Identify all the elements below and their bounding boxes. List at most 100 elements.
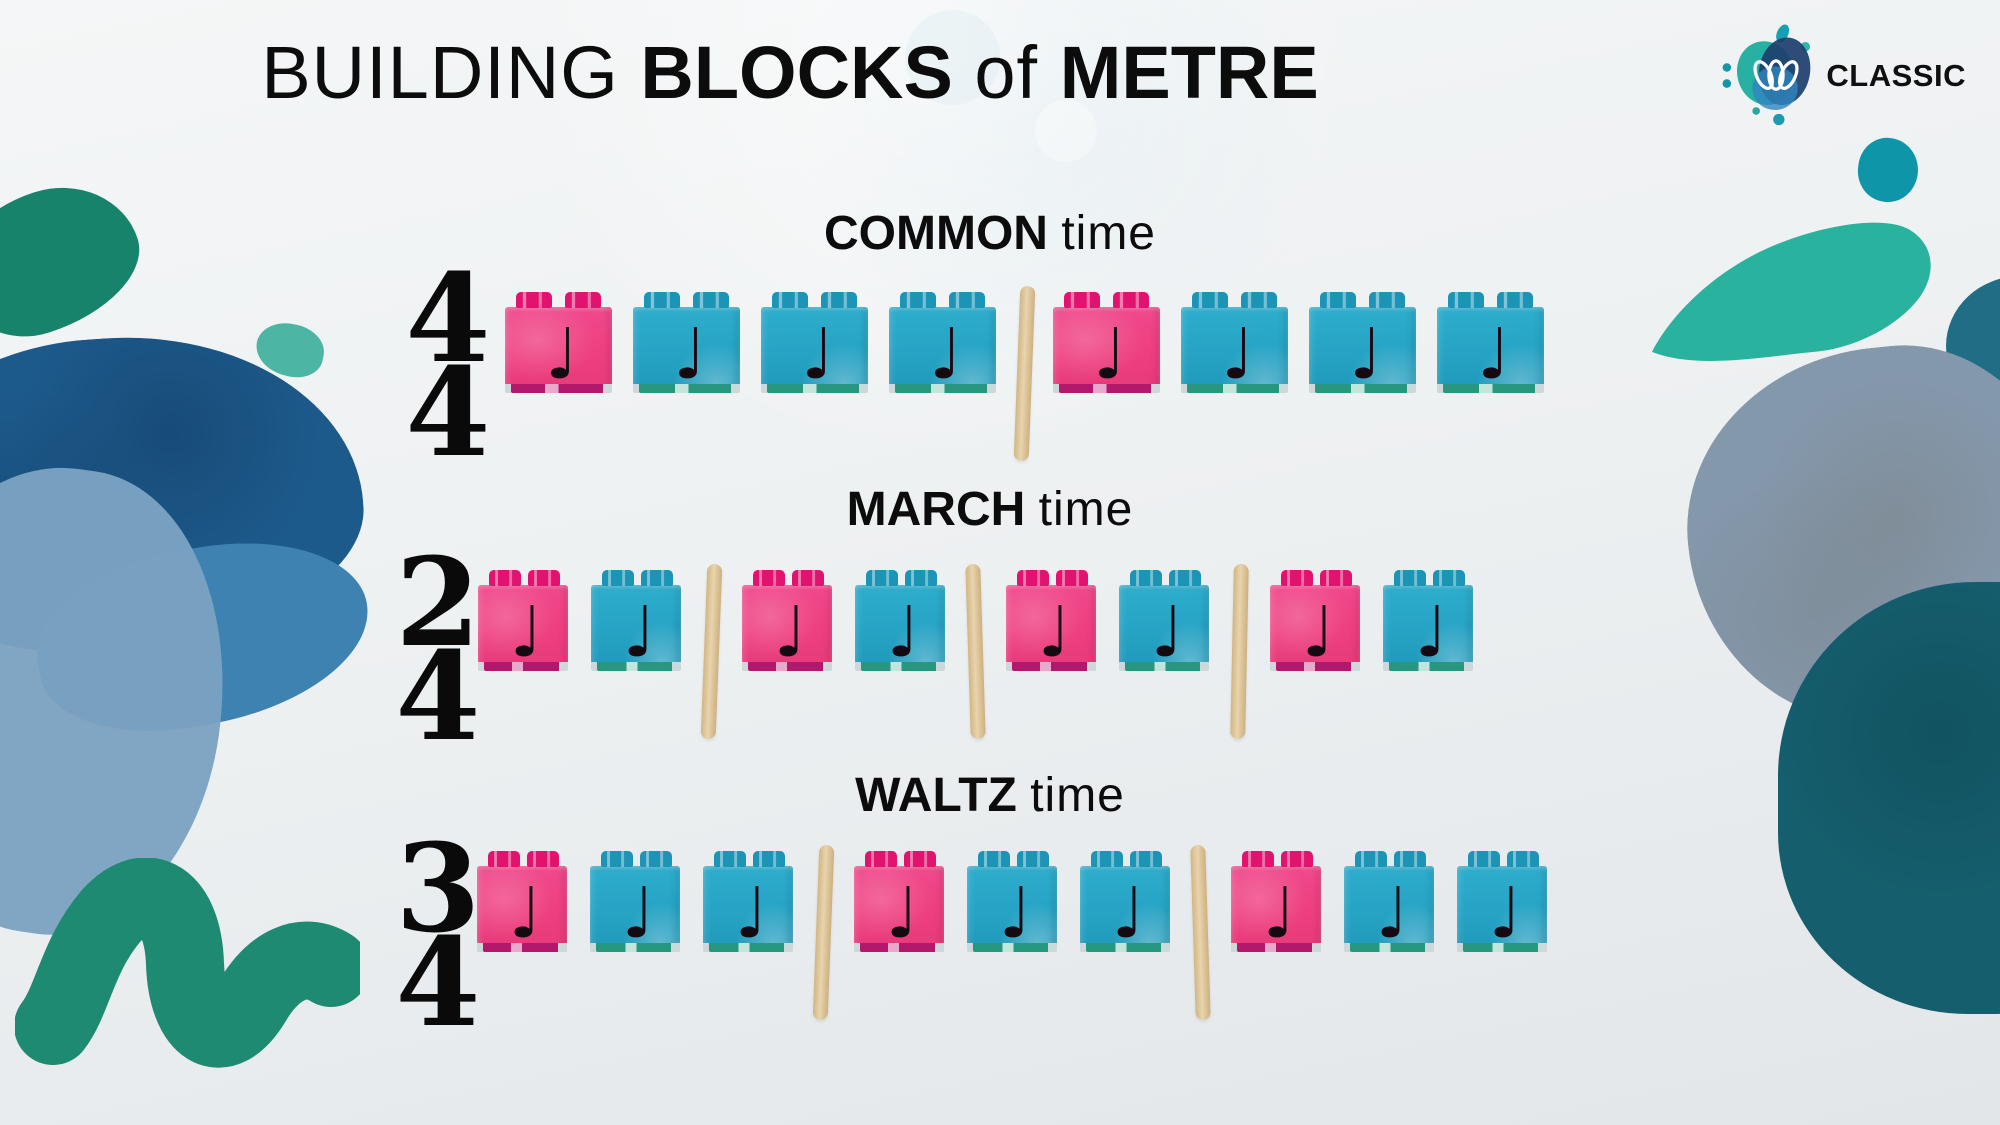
quarter-note-icon: ♩ (1111, 872, 1145, 954)
brick-base (1276, 662, 1354, 671)
watercolor-blob-green-left (0, 166, 157, 356)
beat-brick-pink: ♩ (1006, 570, 1096, 673)
quarter-note-icon: ♩ (508, 872, 542, 954)
brick-stud (1113, 292, 1149, 308)
brick-stud (1017, 851, 1049, 867)
brick-stud (1394, 570, 1426, 586)
page-title: BUILDING BLOCKS of METRE (230, 30, 1350, 115)
brick-base (1389, 662, 1467, 671)
beat-brick-blue: ♩ (967, 851, 1057, 952)
quarter-note-icon: ♩ (1037, 591, 1071, 673)
brick-base (1463, 943, 1541, 952)
brick-stud (772, 292, 808, 308)
quarter-note-icon: ♩ (773, 591, 807, 673)
beat-brick-blue: ♩ (590, 851, 680, 952)
heading-light-text: time (1038, 483, 1134, 536)
brick-base (596, 943, 674, 952)
brick-row-waltz: ♩ ♩ ♩ ♩ ♩ ♩ ♩ ♩ ♩ (477, 844, 1547, 1021)
beat-brick-pink: ♩ (1270, 570, 1360, 673)
barline-stick (1013, 285, 1036, 462)
heading-bold-text: MARCH (846, 483, 1026, 536)
brick-base (1012, 662, 1090, 671)
beat-brick-blue: ♩ (889, 292, 996, 395)
section-heading-waltz: WALTZ time (400, 768, 1580, 823)
heading-light-text: time (1061, 207, 1156, 260)
quarter-note-icon: ♩ (801, 313, 835, 395)
beat-brick-pink: ♩ (742, 570, 832, 673)
brick-base (861, 662, 939, 671)
brick-stud (949, 292, 985, 308)
brick-base (1086, 943, 1164, 952)
beat-brick-pink: ♩ (505, 292, 612, 393)
abc-logo-mark-icon (1723, 24, 1811, 126)
brick-stud (1394, 851, 1426, 867)
abc-classic-wordmark: CLASSIC (1826, 58, 1966, 93)
time-signature-2-4: 2 4 (390, 530, 486, 757)
heading-bold-text: WALTZ (855, 769, 1017, 822)
quarter-note-icon: ♩ (1262, 872, 1296, 954)
quarter-note-icon: ♩ (1221, 313, 1255, 395)
brick-base (1443, 384, 1538, 393)
quarter-note-icon: ♩ (1488, 872, 1522, 954)
time-signature-4-4: 4 4 (400, 246, 496, 473)
quarter-note-icon: ♩ (1349, 313, 1383, 395)
barline-stick (1190, 844, 1211, 1021)
brick-base (1350, 943, 1428, 952)
brick-stud (866, 570, 898, 586)
brick-stud (602, 570, 634, 586)
brick-stud (865, 851, 897, 867)
time-signature-denominator: 4 (395, 909, 481, 1054)
brick-base (860, 943, 938, 952)
brick-stud (978, 851, 1010, 867)
brick-stud (1064, 292, 1100, 308)
beat-brick-pink: ♩ (477, 851, 567, 954)
brick-stud (601, 851, 633, 867)
section-heading-march: MARCH time (400, 482, 1580, 537)
brick-row-march: ♩ ♩ ♩ ♩ ♩ ♩ ♩ ♩ (478, 563, 1473, 740)
brick-stud (1497, 292, 1533, 308)
quarter-note-icon: ♩ (1301, 591, 1335, 673)
heading-light-text: time (1030, 769, 1125, 822)
brick-stud (1281, 851, 1313, 867)
brick-base (895, 384, 990, 393)
brick-stud (1433, 570, 1465, 586)
beat-brick-blue: ♩ (1080, 851, 1170, 954)
quarter-note-icon: ♩ (1150, 591, 1184, 673)
beat-brick-blue: ♩ (703, 851, 793, 952)
brick-stud (900, 292, 936, 308)
brick-stud (565, 292, 601, 308)
brick-base (1187, 384, 1282, 393)
brick-base (1237, 943, 1315, 952)
brick-stud (644, 292, 680, 308)
time-signature-numerator: 4 (405, 246, 491, 390)
brick-base (597, 662, 675, 671)
barline-stick (812, 844, 835, 1021)
quarter-note-icon: ♩ (885, 872, 919, 954)
title-word-metre: METRE (1059, 31, 1319, 114)
brick-stud (1242, 851, 1274, 867)
brick-stud (1448, 292, 1484, 308)
quarter-note-icon: ♩ (622, 591, 656, 673)
quarter-note-icon: ♩ (673, 313, 707, 395)
beat-brick-blue: ♩ (1437, 292, 1544, 393)
quarter-note-icon: ♩ (929, 313, 963, 395)
brick-stud (528, 570, 560, 586)
brick-stud (527, 851, 559, 867)
brick-stud (489, 570, 521, 586)
time-signature-numerator: 2 (395, 530, 481, 674)
brick-stud (905, 570, 937, 586)
brick-stud (1091, 851, 1123, 867)
brick-stud (641, 570, 673, 586)
brick-stud (488, 851, 520, 867)
brick-base (1125, 662, 1203, 671)
quarter-note-icon: ♩ (1414, 591, 1448, 673)
bokeh-circle (1035, 100, 1097, 162)
brick-stud (1130, 570, 1162, 586)
brick-stud (753, 570, 785, 586)
brick-stud (1468, 851, 1500, 867)
beat-brick-blue: ♩ (591, 570, 681, 673)
brick-base (639, 384, 734, 393)
brick-base (709, 943, 787, 952)
quarter-note-icon: ♩ (509, 591, 543, 673)
